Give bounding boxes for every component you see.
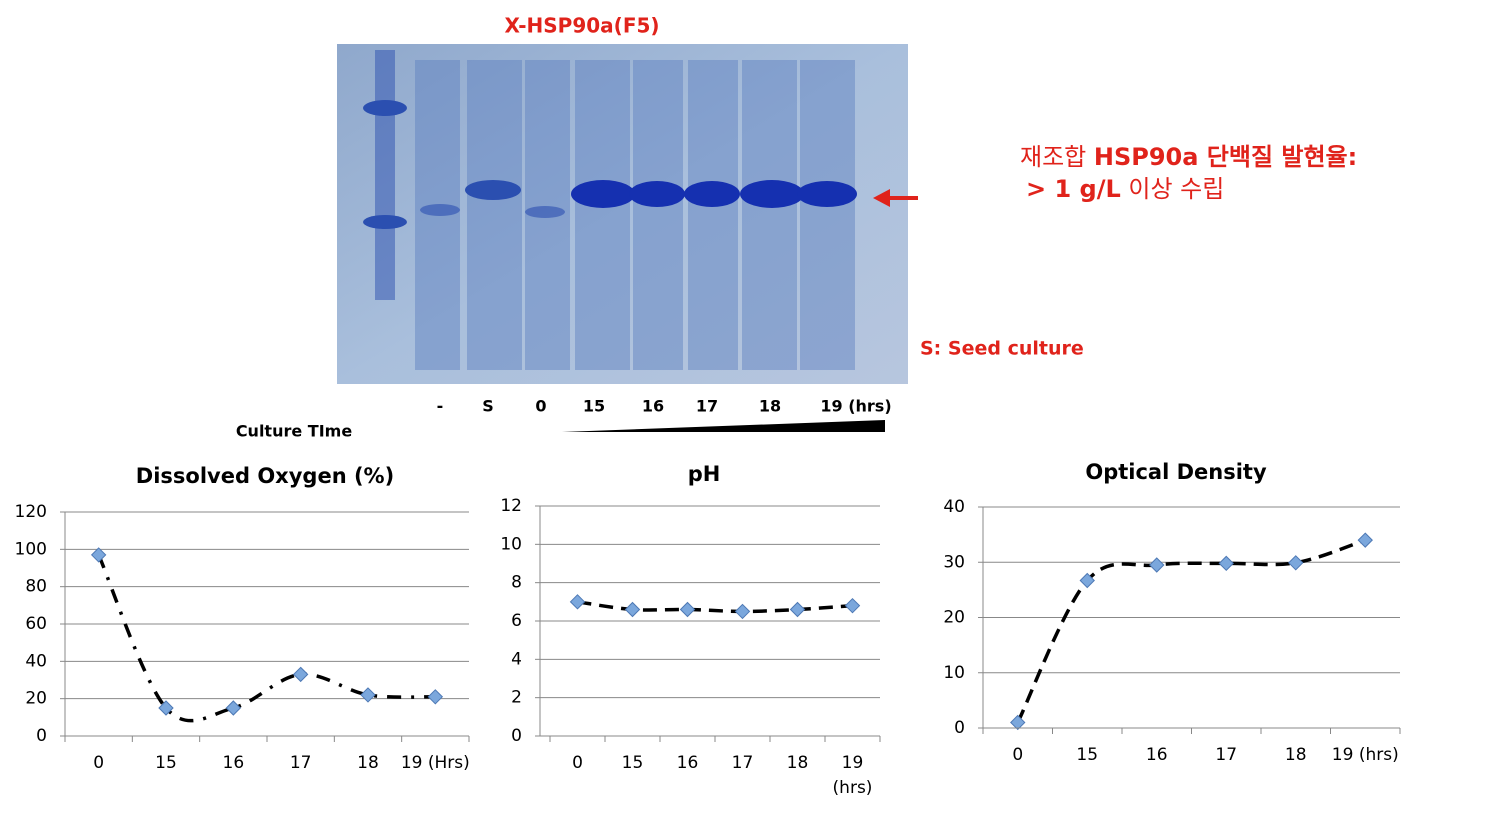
x-tick-label: 16 (1146, 745, 1168, 765)
gel-lanes (415, 60, 855, 370)
y-tick-label: 80 (25, 577, 47, 597)
y-tick-label: 40 (943, 497, 965, 517)
x-tick-label: 0 (1012, 745, 1023, 765)
annotation-segment: 재조합 (1020, 143, 1094, 171)
marker (90, 547, 107, 563)
lane-label: 17 (696, 397, 718, 416)
x-tick-label: 19 (hrs) (1332, 745, 1399, 765)
y-tick-label: 0 (511, 726, 522, 746)
x-tick-label: 15 (622, 753, 644, 773)
data-line (97, 554, 436, 723)
lane-label: S (482, 397, 494, 416)
annotation-segment: 이상 수립 (1121, 175, 1225, 203)
data-line (577, 600, 853, 614)
lane-label: 15 (583, 397, 605, 416)
y-tick-label: 120 (15, 502, 47, 522)
x-tick-label: 18 (357, 753, 379, 773)
x-tick-label: 17 (290, 753, 312, 773)
marker (1218, 555, 1234, 572)
y-tick-label: 0 (954, 718, 965, 738)
gel-image (337, 44, 918, 432)
annotation-line: 재조합 HSP90a 단백질 발현율: (1020, 143, 1357, 171)
marker (734, 603, 751, 620)
marker (427, 689, 444, 705)
y-tick-label: 0 (36, 726, 47, 746)
marker (789, 601, 806, 618)
lane-label: 18 (759, 397, 781, 416)
y-tick-label: 20 (25, 689, 47, 709)
gel-note: S: Seed culture (920, 338, 1084, 360)
y-tick-label: 30 (943, 552, 965, 572)
x-tick-label: 15 (155, 753, 177, 773)
marker (360, 687, 376, 703)
marker (1010, 714, 1026, 731)
x-unit: (hrs) (833, 778, 873, 798)
annotation-segment: > 1 g/L (1026, 175, 1121, 203)
chart-title: Optical Density (1085, 460, 1267, 484)
y-tick-label: 20 (943, 608, 965, 628)
x-tick-label: 15 (1076, 745, 1098, 765)
lane-label: 16 (642, 397, 664, 416)
marker (1288, 555, 1304, 571)
line-chart: Dissolved Oxygen (%) 0 20 40 60 80 100 120 0 15 16… (15, 464, 470, 773)
line-chart: Optical Density 0 10 20 30 40 0 15 16 17 18 19 (hrs… (943, 460, 1401, 765)
marker (1079, 572, 1095, 589)
marker (1357, 532, 1373, 548)
annotation-line: > 1 g/L 이상 수립 (1026, 175, 1224, 203)
x-tick-label: 19 (842, 753, 864, 773)
y-tick-label: 60 (25, 614, 47, 634)
marker (158, 700, 174, 716)
y-tick-label: 12 (500, 496, 522, 516)
y-tick-label: 10 (500, 534, 522, 554)
marker (292, 666, 309, 683)
x-tick-label: 16 (677, 753, 699, 773)
data-line (1016, 538, 1366, 724)
lane-label: 0 (535, 397, 546, 416)
marker (225, 700, 242, 716)
x-tick-label: 17 (1215, 745, 1237, 765)
annotation-segment: 단백질 발현율: (1198, 143, 1357, 171)
x-tick-label: 18 (787, 753, 809, 773)
line-chart: pH 0 2 4 6 8 10 12 0 15 16 17 18 19 (hrs) (500, 462, 881, 798)
y-tick-label: 2 (511, 688, 522, 708)
marker (679, 601, 696, 618)
x-tick-label: 0 (93, 753, 104, 773)
annotation: 재조합 HSP90a 단백질 발현율: > 1 g/L 이상 수립 (1020, 143, 1357, 203)
marker (844, 597, 861, 614)
y-tick-label: 10 (943, 663, 965, 683)
marker (1149, 557, 1165, 573)
arrow-head (873, 189, 890, 207)
x-tick-label: 0 (572, 753, 583, 773)
x-tick-label: 18 (1285, 745, 1307, 765)
y-tick-label: 40 (25, 651, 47, 671)
time-wedge (562, 420, 885, 432)
lane-labels: - S 0 15 16 17 18 19 (hrs) (437, 397, 892, 416)
x-tick-label: 19 (Hrs) (401, 753, 470, 773)
gel-bands (363, 50, 857, 300)
marker (624, 601, 641, 618)
gel-title: X-HSP90a(F5) (504, 14, 659, 38)
chart-title: Dissolved Oxygen (%) (136, 464, 394, 488)
marker (569, 594, 586, 610)
gel-axis-label: Culture TIme (236, 422, 353, 441)
x-tick-label: 17 (732, 753, 754, 773)
chart-title: pH (688, 462, 721, 486)
y-tick-label: 4 (511, 649, 522, 669)
lane-label: 19 (hrs) (820, 397, 891, 416)
annotation-segment: HSP90a (1094, 143, 1199, 171)
y-tick-label: 6 (511, 611, 522, 631)
y-tick-label: 8 (511, 573, 522, 593)
lane-label: - (437, 397, 444, 416)
y-tick-label: 100 (15, 539, 47, 559)
x-tick-label: 16 (223, 753, 245, 773)
